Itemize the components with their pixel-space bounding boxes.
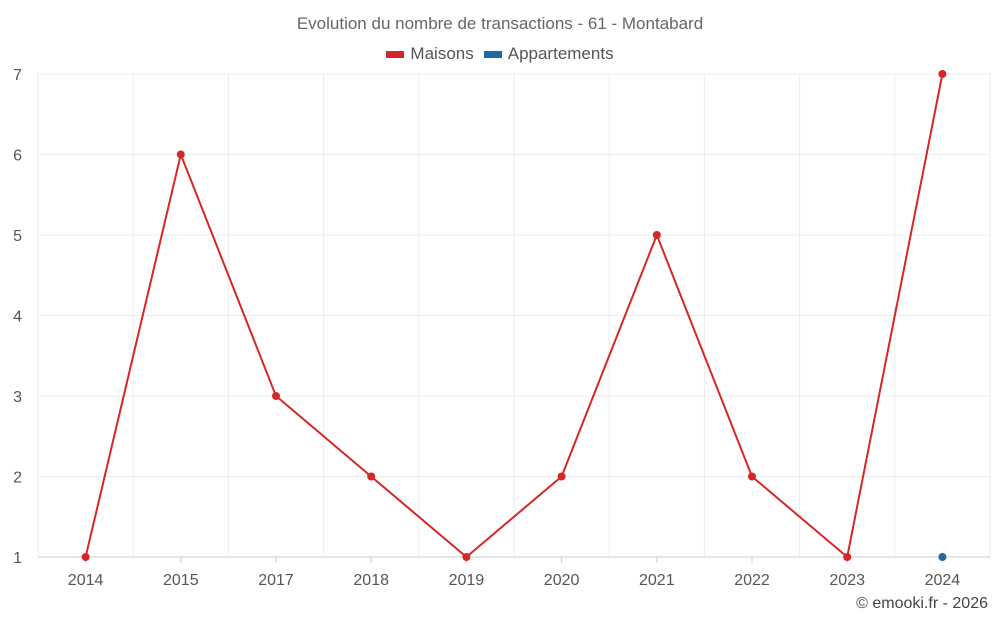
data-point-maisons bbox=[367, 472, 376, 481]
data-point-appartements bbox=[938, 553, 947, 561]
data-point-maisons bbox=[557, 472, 566, 481]
legend-swatch-maisons bbox=[386, 50, 405, 58]
y-tick-label: 6 bbox=[13, 148, 22, 165]
legend-label-maisons: Maisons bbox=[410, 44, 474, 63]
x-tick-label: 2015 bbox=[163, 572, 199, 589]
x-tick-label: 2019 bbox=[449, 572, 485, 589]
chart-title: Evolution du nombre de transactions - 61… bbox=[296, 14, 704, 33]
data-point-maisons bbox=[462, 553, 471, 561]
copyright-credit: © emooki.fr - 2026 bbox=[856, 595, 988, 612]
data-point-maisons bbox=[81, 553, 90, 561]
legend-swatch-appartements bbox=[483, 50, 502, 58]
x-tick-label: 2021 bbox=[639, 572, 675, 589]
y-tick-label: 2 bbox=[13, 470, 22, 487]
data-point-maisons bbox=[652, 231, 661, 239]
data-point-maisons bbox=[748, 472, 756, 481]
data-point-maisons bbox=[272, 392, 280, 400]
legend-item-maisons[interactable]: Maisons bbox=[386, 44, 474, 64]
y-tick-label: 1 bbox=[13, 550, 22, 567]
x-tick-label: 2014 bbox=[68, 572, 104, 589]
y-tick-label: 3 bbox=[13, 389, 22, 406]
y-tick-label: 7 bbox=[13, 67, 22, 84]
legend-item-appartements[interactable]: Appartements bbox=[483, 44, 614, 64]
x-tick-label: 2022 bbox=[734, 572, 770, 589]
y-tick-label: 5 bbox=[13, 228, 22, 245]
x-tick-label: 2020 bbox=[544, 572, 580, 589]
chart-legend: Maisons Appartements bbox=[0, 44, 1000, 64]
x-tick-label: 2017 bbox=[258, 572, 294, 589]
x-tick-label: 2023 bbox=[829, 572, 865, 589]
data-point-maisons bbox=[843, 553, 852, 561]
series-line-maisons bbox=[84, 73, 944, 558]
y-tick-label: 4 bbox=[13, 309, 22, 326]
x-tick-label: 2024 bbox=[925, 572, 961, 589]
legend-label-appartements: Appartements bbox=[507, 44, 614, 63]
x-tick-label: 2018 bbox=[353, 572, 389, 589]
data-point-maisons bbox=[938, 70, 947, 78]
data-point-maisons bbox=[176, 150, 185, 159]
